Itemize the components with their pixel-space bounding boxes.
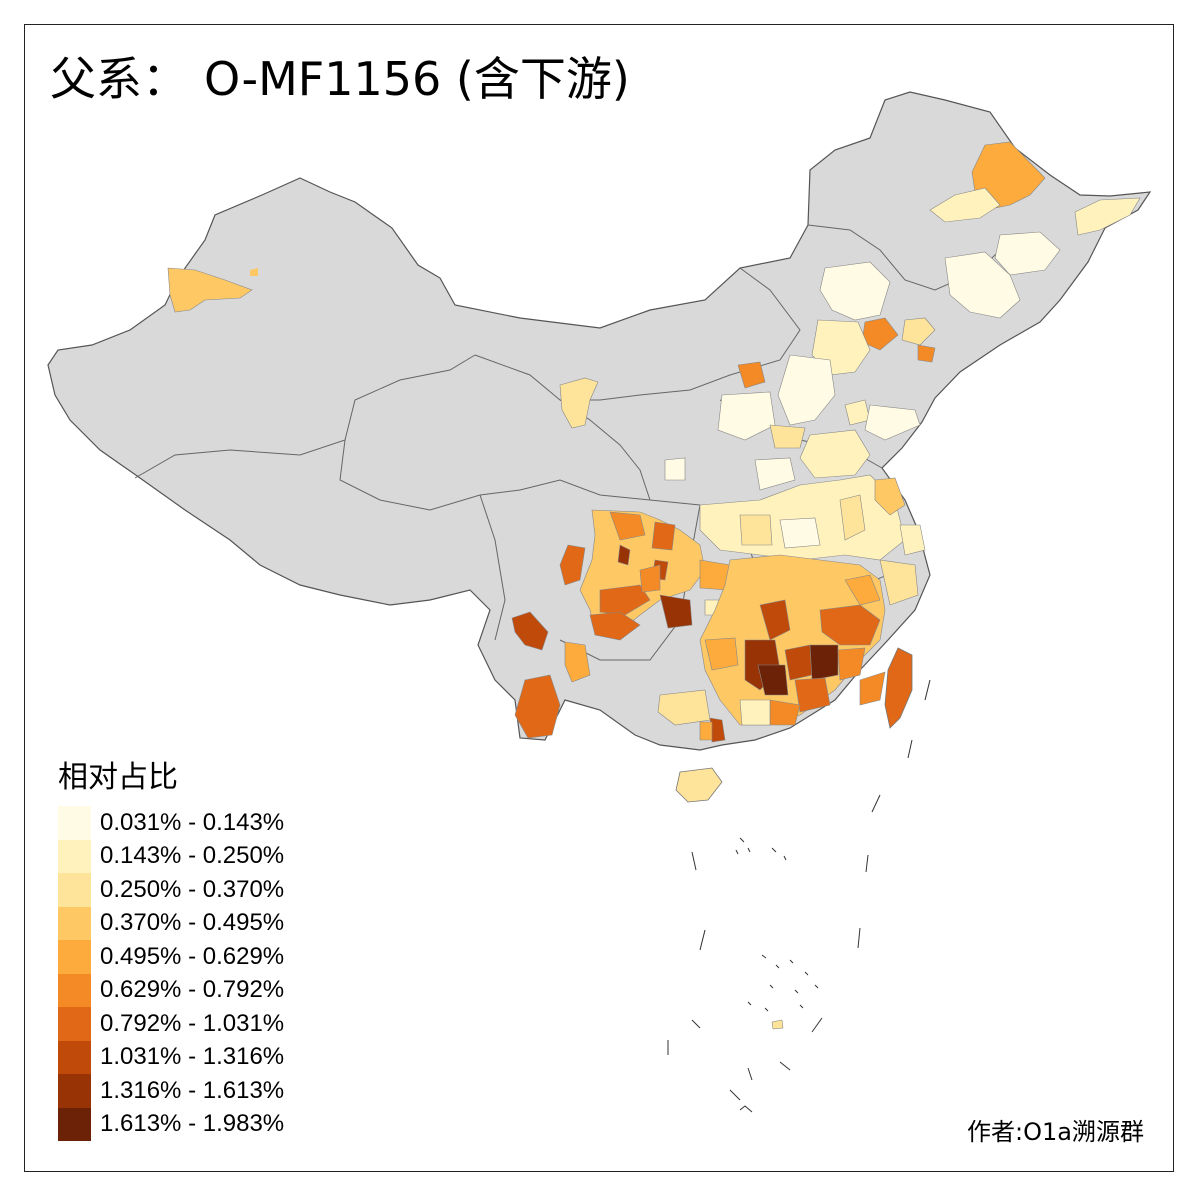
legend-label: 0.250% - 0.370% xyxy=(100,875,285,903)
legend-swatch xyxy=(58,806,91,840)
legend-swatch xyxy=(58,940,91,974)
legend-item: 0.250% - 0.370% xyxy=(58,873,284,907)
legend-item: 1.613% - 1.983% xyxy=(58,1107,285,1141)
legend-swatch xyxy=(58,973,91,1007)
legend-item: 1.031% - 1.316% xyxy=(58,1040,285,1074)
legend-label: 0.792% - 1.031% xyxy=(100,1009,285,1037)
legend-item: 1.316% - 1.613% xyxy=(58,1074,284,1108)
legend-label: 1.613% - 1.983% xyxy=(100,1110,285,1138)
legend-item: 0.370% - 0.495% xyxy=(58,906,285,940)
legend-swatch xyxy=(58,906,91,940)
legend-swatch xyxy=(58,839,91,873)
legend-label: 1.316% - 1.613% xyxy=(100,1076,285,1104)
title-haplogroup: O-MF1156 (含下游) xyxy=(204,52,630,106)
legend-label: 0.143% - 0.250% xyxy=(100,842,285,870)
legend-swatch xyxy=(58,1007,91,1041)
legend-item: 0.629% - 0.792% xyxy=(58,973,285,1007)
legend-label: 0.031% - 0.143% xyxy=(100,808,285,836)
legend-swatch xyxy=(58,1107,91,1141)
legend-label: 0.629% - 0.792% xyxy=(100,976,285,1004)
legend: 0.031% - 0.143% 0.143% - 0.250% 0.250% - 0… xyxy=(58,806,284,1141)
author-credit: 作者:O1a溯源群 xyxy=(967,1118,1144,1146)
legend-swatch xyxy=(58,1040,91,1074)
legend-item: 0.792% - 1.031% xyxy=(58,1007,284,1041)
legend-label: 1.031% - 1.316% xyxy=(100,1043,285,1071)
title-prefix: 父系： xyxy=(50,52,188,106)
legend-swatch xyxy=(58,1074,91,1108)
legend-label: 0.370% - 0.495% xyxy=(100,909,285,937)
legend-label: 0.495% - 0.629% xyxy=(100,942,285,970)
legend-title: 相对占比 xyxy=(58,760,178,795)
legend-swatch xyxy=(58,873,91,907)
map-frame xyxy=(24,24,1174,1172)
legend-item: 0.143% - 0.250% xyxy=(58,839,285,873)
legend-item: 0.031% - 0.143% xyxy=(58,806,284,840)
legend-item: 0.495% - 0.629% xyxy=(58,940,284,974)
map-title: 父系： O-MF1156 (含下游) xyxy=(50,56,630,102)
south-china-sea-islands xyxy=(667,679,931,1113)
